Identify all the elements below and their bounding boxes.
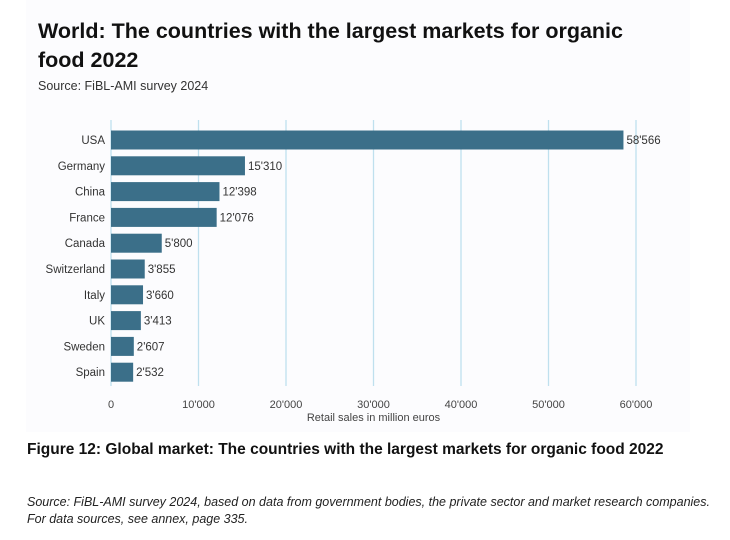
category-label: France xyxy=(69,212,105,224)
bar xyxy=(111,311,141,331)
x-tick-label: 10'000 xyxy=(182,399,215,411)
bar-chart: 0 10'000 20'000 30'000 40'000 50'000 60'000 Ret… xyxy=(46,120,661,424)
value-label: 12'076 xyxy=(220,212,254,224)
x-tick-label: 0 xyxy=(108,399,114,411)
value-label: 3'855 xyxy=(148,264,176,276)
value-label: 2'532 xyxy=(136,367,164,379)
bar xyxy=(111,207,217,227)
bar xyxy=(111,182,220,202)
value-label: 2'607 xyxy=(137,341,165,353)
category-label: Sweden xyxy=(63,341,105,353)
x-tick-label: 20'000 xyxy=(270,399,303,411)
bar xyxy=(111,259,145,279)
value-label: 3'413 xyxy=(144,316,172,328)
figure-caption: Figure 12: Global market: The countries … xyxy=(27,441,664,458)
source-note: Source: FiBL-AMI survey 2024, based on d… xyxy=(27,495,710,526)
bar xyxy=(111,336,134,356)
bar xyxy=(111,130,624,150)
x-tick-label: 60'000 xyxy=(620,399,653,411)
category-label: UK xyxy=(89,316,105,328)
category-label: Spain xyxy=(76,367,105,379)
value-label: 12'398 xyxy=(222,187,256,199)
category-label: Italy xyxy=(84,290,105,302)
bar xyxy=(111,362,134,382)
category-label: China xyxy=(75,187,106,199)
category-label: Germany xyxy=(58,161,106,173)
value-label: 58'566 xyxy=(626,135,660,147)
x-tick-label: 40'000 xyxy=(445,399,478,411)
chart-subtitle: Source: FiBL-AMI survey 2024 xyxy=(38,79,209,93)
bar xyxy=(111,156,245,176)
value-label: 3'660 xyxy=(146,290,174,302)
value-label: 5'800 xyxy=(165,238,193,250)
category-label: Switzerland xyxy=(46,264,105,276)
bar xyxy=(111,233,162,253)
chart-title: World: The countries with the largest ma… xyxy=(38,19,623,72)
x-tick-label: 30'000 xyxy=(357,399,390,411)
x-axis-label: Retail sales in million euros xyxy=(307,412,441,424)
x-tick-label: 50'000 xyxy=(532,399,565,411)
category-label: USA xyxy=(81,135,105,147)
bar xyxy=(111,285,144,305)
value-label: 15'310 xyxy=(248,161,282,173)
category-label: Canada xyxy=(65,238,106,250)
